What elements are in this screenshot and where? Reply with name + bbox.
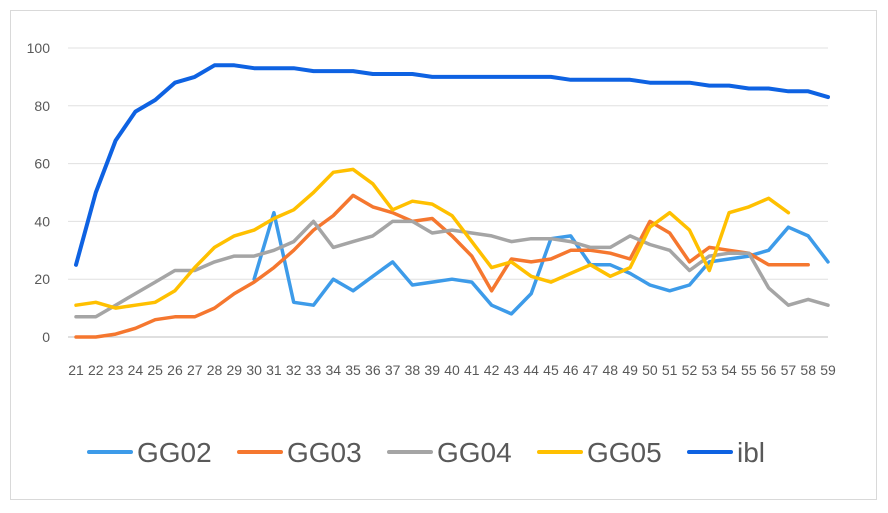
x-tick-label: 23 [108, 362, 124, 378]
gridlines [68, 47, 828, 338]
x-tick-label: 58 [800, 362, 816, 378]
x-tick-label: 49 [622, 362, 638, 378]
legend-label: GG04 [437, 437, 512, 468]
x-tick-label: 50 [642, 362, 658, 378]
legend-label: GG02 [137, 437, 212, 468]
x-tick-label: 42 [484, 362, 500, 378]
x-tick-label: 46 [563, 362, 579, 378]
legend-label: ibl [737, 437, 765, 468]
x-tick-label: 28 [207, 362, 223, 378]
y-axis-tick-labels: 0 20 40 60 80 100 [27, 40, 51, 345]
legend-item-ibl: ibl [687, 437, 765, 468]
x-tick-label: 52 [682, 362, 698, 378]
legend-item-gg02: GG02 [87, 437, 212, 468]
x-tick-label: 57 [781, 362, 797, 378]
x-tick-label: 43 [504, 362, 520, 378]
legend: GG02 GG03 GG04 GG05 ibl [87, 437, 765, 468]
x-tick-label: 30 [246, 362, 262, 378]
x-tick-label: 53 [701, 362, 717, 378]
series-line-gg02 [252, 210, 830, 316]
x-tick-label: 21 [68, 362, 84, 378]
x-tick-label: 27 [187, 362, 203, 378]
x-tick-label: 24 [128, 362, 144, 378]
x-tick-label: 37 [385, 362, 401, 378]
y-tick-label: 80 [34, 98, 50, 114]
legend-item-gg04: GG04 [387, 437, 512, 468]
x-tick-label: 59 [820, 362, 836, 378]
x-tick-label: 51 [662, 362, 678, 378]
x-tick-label: 45 [543, 362, 559, 378]
x-tick-label: 29 [227, 362, 243, 378]
legend-item-gg03: GG03 [237, 437, 362, 468]
x-tick-label: 39 [424, 362, 440, 378]
x-tick-label: 47 [583, 362, 599, 378]
x-tick-label: 33 [306, 362, 322, 378]
y-tick-label: 20 [34, 271, 50, 287]
x-tick-label: 40 [444, 362, 460, 378]
legend-label: GG05 [587, 437, 662, 468]
x-tick-label: 56 [761, 362, 777, 378]
chart-area [10, 10, 877, 500]
y-tick-label: 60 [34, 156, 50, 172]
x-tick-label: 34 [325, 362, 341, 378]
x-tick-label: 25 [147, 362, 163, 378]
y-tick-label: 0 [42, 329, 50, 345]
series-line-ibl [74, 63, 830, 267]
y-tick-label: 40 [34, 213, 50, 229]
series-lines [74, 63, 830, 339]
legend-item-gg05: GG05 [537, 437, 662, 468]
legend-label: GG03 [287, 437, 362, 468]
x-tick-label: 35 [345, 362, 361, 378]
x-tick-label: 32 [286, 362, 302, 378]
y-tick-label: 100 [27, 40, 51, 56]
x-tick-label: 36 [365, 362, 381, 378]
x-tick-label: 26 [167, 362, 183, 378]
series-line-gg05 [74, 167, 791, 310]
x-tick-label: 38 [405, 362, 421, 378]
x-tick-label: 48 [603, 362, 619, 378]
x-tick-label: 41 [464, 362, 480, 378]
x-axis-tick-labels: 21 22 23 24 25 26 27 28 29 30 31 32 33 34 35 36 37 38 39 40… [68, 362, 836, 378]
x-tick-label: 22 [88, 362, 104, 378]
x-tick-label: 31 [266, 362, 282, 378]
x-tick-label: 54 [721, 362, 737, 378]
x-tick-label: 44 [523, 362, 539, 378]
series-line-gg03 [74, 193, 810, 339]
x-tick-label: 55 [741, 362, 757, 378]
